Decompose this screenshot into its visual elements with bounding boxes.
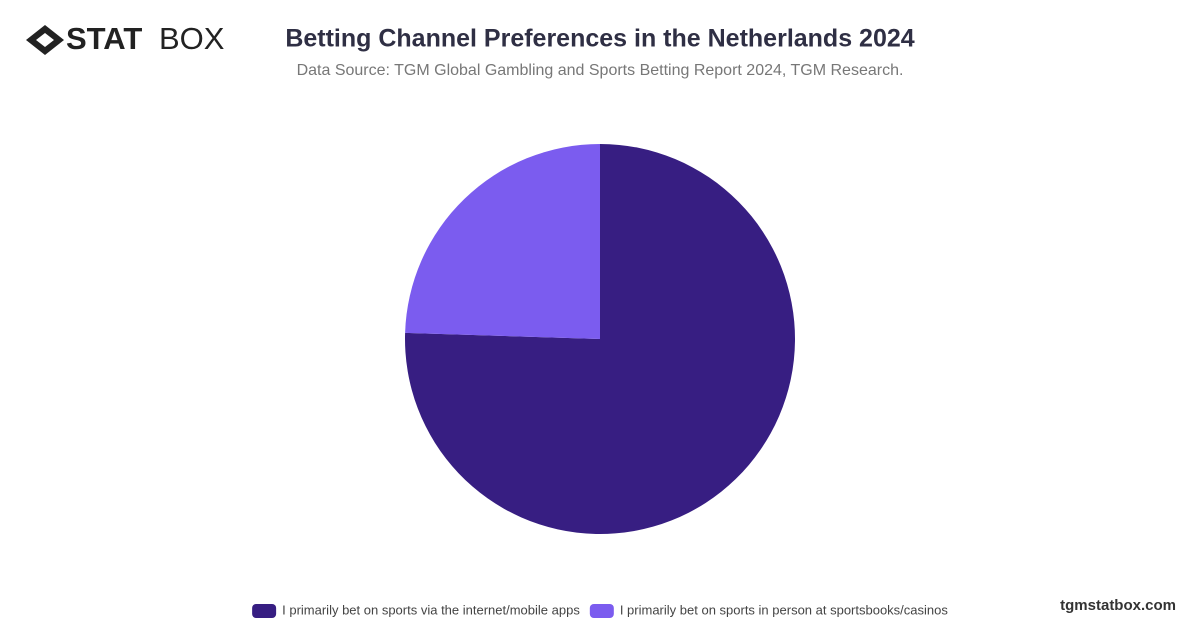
- legend-swatch: [252, 604, 277, 618]
- legend-label: I primarily bet on sports in person at s…: [620, 602, 949, 617]
- logo-bold: STAT: [66, 21, 142, 56]
- pie: [405, 144, 796, 534]
- legend: I primarily bet on sports via the intern…: [252, 602, 948, 618]
- logo: STAT BOX: [26, 21, 225, 56]
- legend-swatch: [589, 604, 614, 618]
- legend-label: I primarily bet on sports via the intern…: [282, 602, 580, 617]
- chart-title: Betting Channel Preferences in the Nethe…: [285, 25, 914, 53]
- website: tgmstatbox.com: [1060, 597, 1176, 614]
- chart-subtitle: Data Source: TGM Global Gambling and Spo…: [297, 62, 904, 79]
- pie-slice: [405, 144, 600, 339]
- logo-icon-inner: [36, 33, 54, 47]
- logo-light: BOX: [159, 21, 225, 56]
